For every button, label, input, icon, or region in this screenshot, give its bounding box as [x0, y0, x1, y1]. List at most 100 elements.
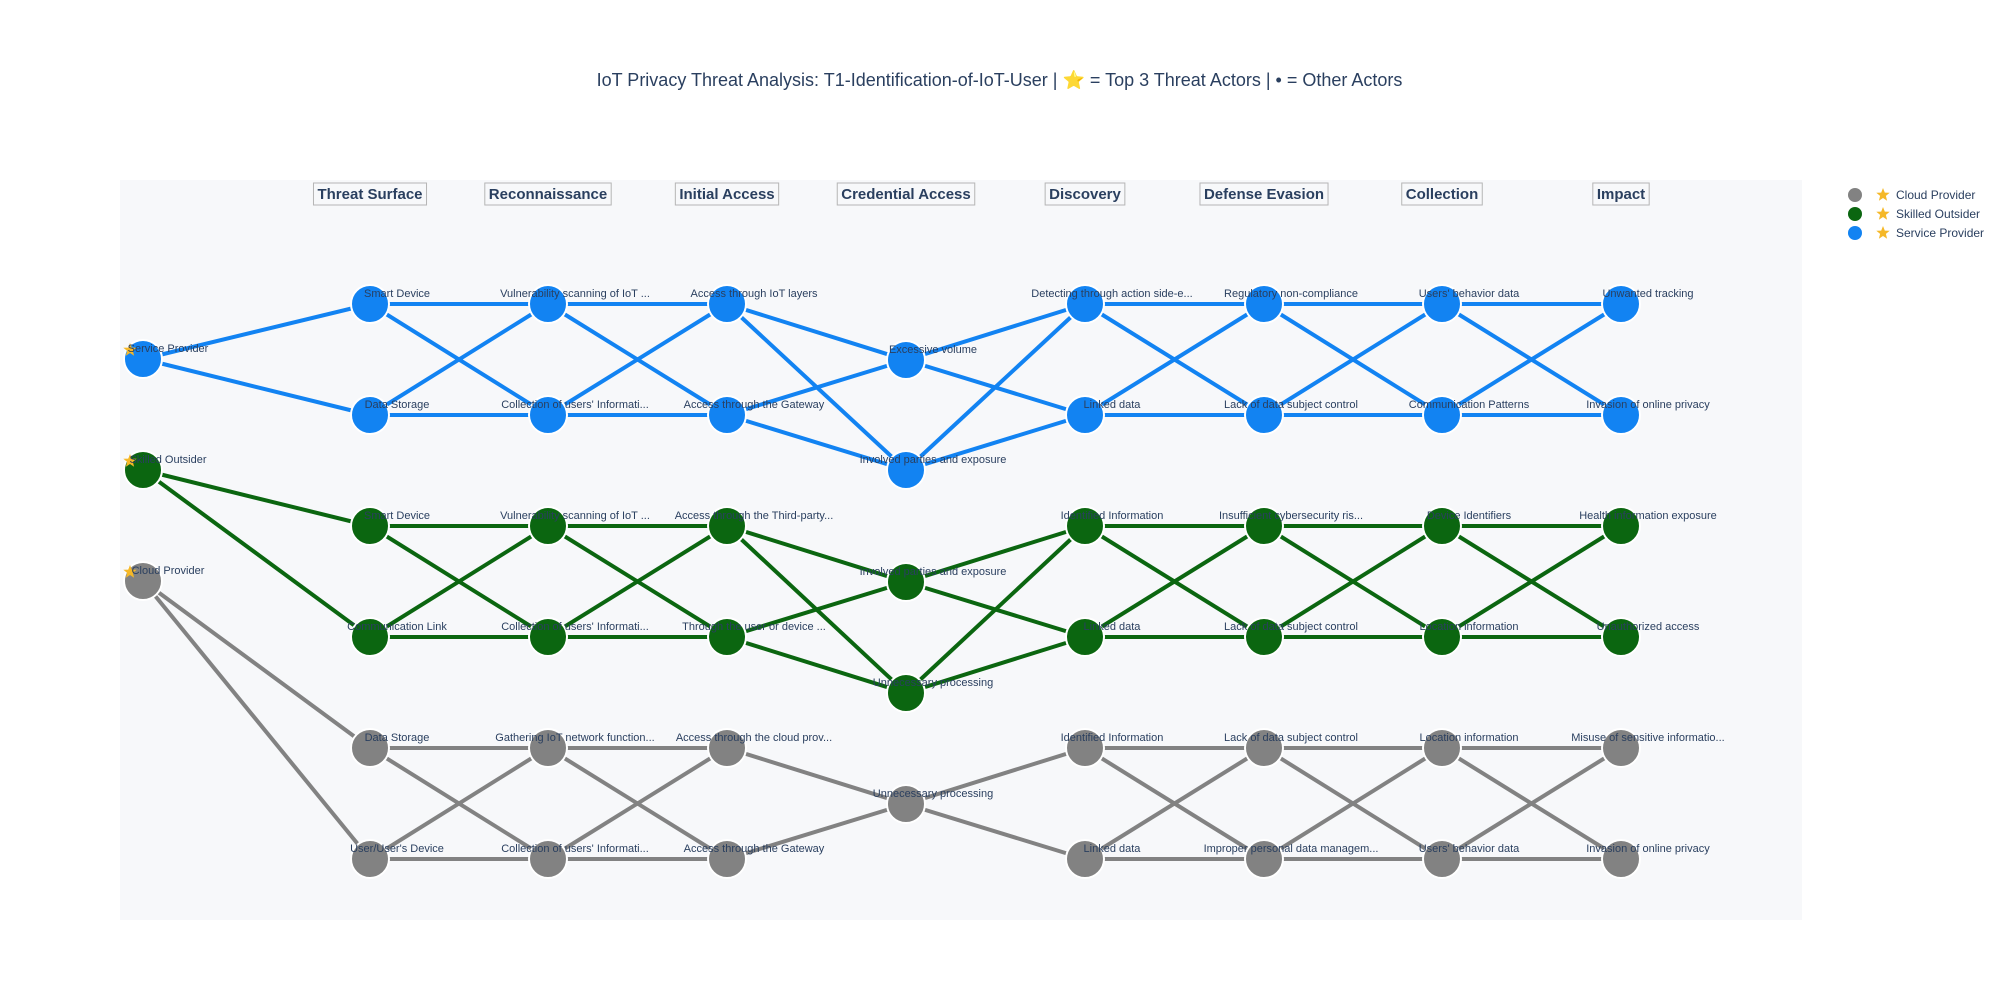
threat-node[interactable]: Unwanted tracking: [1601, 284, 1694, 324]
legend-item-service-provider[interactable]: Service Provider: [1848, 226, 1984, 240]
threat-node-circle[interactable]: [1422, 506, 1462, 546]
threat-node[interactable]: Communication Patterns: [1409, 395, 1530, 435]
threat-node[interactable]: Invasion of online privacy: [1586, 839, 1710, 879]
threat-node[interactable]: Misuse of sensitive informatio...: [1571, 728, 1725, 768]
threat-node[interactable]: Access through the Gateway: [684, 839, 825, 879]
threat-node[interactable]: Identified Information: [1061, 728, 1164, 768]
threat-node-circle[interactable]: [707, 728, 747, 768]
threat-node[interactable]: Linked data: [1065, 617, 1141, 657]
actor-node-skilled-outsider[interactable]: Skilled Outsider: [123, 450, 207, 490]
actor-node-service-provider[interactable]: Service Provider: [123, 339, 209, 379]
threat-node[interactable]: Vulnerability scanning of IoT ...: [500, 284, 650, 324]
threat-node[interactable]: Location information: [1419, 728, 1519, 768]
threat-node[interactable]: Lack of data subject control: [1224, 728, 1358, 768]
threat-node-circle[interactable]: [707, 284, 747, 324]
threat-node-circle[interactable]: [886, 784, 926, 824]
threat-node-circle[interactable]: [350, 395, 390, 435]
threat-node[interactable]: Identified Information: [1061, 506, 1164, 546]
threat-node-circle[interactable]: [1244, 284, 1284, 324]
threat-node-circle[interactable]: [707, 506, 747, 546]
threat-node[interactable]: Unnecessary processing: [873, 673, 993, 713]
actor-node-cloud-provider[interactable]: Cloud Provider: [123, 561, 205, 601]
threat-node-circle[interactable]: [1244, 395, 1284, 435]
threat-node-circle[interactable]: [1244, 506, 1284, 546]
threat-node[interactable]: User/User's Device: [350, 839, 444, 879]
threat-node-circle[interactable]: [1422, 728, 1462, 768]
threat-node-circle[interactable]: [1601, 395, 1641, 435]
threat-node[interactable]: Device Identifiers: [1422, 506, 1512, 546]
threat-node-circle[interactable]: [886, 673, 926, 713]
threat-node[interactable]: Regulatory non-compliance: [1224, 284, 1358, 324]
threat-node[interactable]: Gathering IoT network function...: [495, 728, 655, 768]
threat-node-circle[interactable]: [1422, 839, 1462, 879]
threat-node-circle[interactable]: [886, 340, 926, 380]
threat-node[interactable]: Collection of users' Informati...: [501, 395, 649, 435]
threat-node[interactable]: Detecting through action side-e...: [1031, 284, 1193, 324]
threat-node-circle[interactable]: [1065, 395, 1105, 435]
legend-item-cloud-provider[interactable]: Cloud Provider: [1848, 188, 1975, 202]
threat-node-circle[interactable]: [1065, 506, 1105, 546]
threat-node-circle[interactable]: [350, 284, 390, 324]
threat-node[interactable]: Users' behavior data: [1419, 839, 1520, 879]
threat-node[interactable]: Location information: [1419, 617, 1519, 657]
threat-node[interactable]: Lack of data subject control: [1224, 395, 1358, 435]
threat-node[interactable]: Invasion of online privacy: [1586, 395, 1710, 435]
threat-node-circle[interactable]: [1244, 839, 1284, 879]
threat-node[interactable]: Through the user or device ...: [682, 617, 826, 657]
threat-node-circle[interactable]: [1244, 617, 1284, 657]
threat-node[interactable]: Data Storage: [350, 728, 429, 768]
threat-node-circle[interactable]: [528, 728, 568, 768]
threat-node[interactable]: Linked data: [1065, 839, 1141, 879]
threat-node-circle[interactable]: [707, 617, 747, 657]
threat-node[interactable]: Data Storage: [350, 395, 429, 435]
threat-node-circle[interactable]: [1601, 839, 1641, 879]
threat-node-circle[interactable]: [1422, 395, 1462, 435]
threat-node-circle[interactable]: [350, 839, 390, 879]
threat-node[interactable]: Smart Device: [350, 506, 430, 546]
threat-node-circle[interactable]: [1065, 617, 1105, 657]
threat-node[interactable]: Excessive volume: [886, 340, 977, 380]
threat-node-circle[interactable]: [886, 562, 926, 602]
threat-node[interactable]: Lack of data subject control: [1224, 617, 1358, 657]
threat-node-circle[interactable]: [528, 284, 568, 324]
threat-node-circle[interactable]: [350, 617, 390, 657]
threat-node[interactable]: Insufficient cybersecurity ris...: [1219, 506, 1363, 546]
threat-node-circle[interactable]: [1601, 506, 1641, 546]
threat-node[interactable]: Collection of users' Informati...: [501, 617, 649, 657]
threat-node[interactable]: Linked data: [1065, 395, 1141, 435]
threat-node-circle[interactable]: [886, 450, 926, 490]
threat-node[interactable]: Access through the cloud prov...: [676, 728, 832, 768]
threat-node[interactable]: Vulnerability scanning of IoT ...: [500, 506, 650, 546]
threat-node-circle[interactable]: [528, 506, 568, 546]
threat-node[interactable]: Communication Link: [347, 617, 447, 657]
threat-node[interactable]: Collection of users' Informati...: [501, 839, 649, 879]
threat-node[interactable]: Improper personal data managem...: [1204, 839, 1379, 879]
legend-item-skilled-outsider[interactable]: Skilled Outsider: [1848, 207, 1980, 221]
threat-node-circle[interactable]: [1065, 839, 1105, 879]
threat-node-circle[interactable]: [1422, 617, 1462, 657]
threat-node-circle[interactable]: [1065, 284, 1105, 324]
threat-node-circle[interactable]: [707, 839, 747, 879]
threat-node-circle[interactable]: [707, 395, 747, 435]
threat-node-circle[interactable]: [1601, 617, 1641, 657]
threat-node[interactable]: Unauthorized access: [1597, 617, 1700, 657]
threat-node-circle[interactable]: [350, 506, 390, 546]
threat-node[interactable]: Smart Device: [350, 284, 430, 324]
threat-node-circle[interactable]: [1422, 284, 1462, 324]
threat-node[interactable]: Health information exposure: [1579, 506, 1717, 546]
threat-node-circle[interactable]: [1244, 728, 1284, 768]
threat-node[interactable]: Access through the Gateway: [684, 395, 825, 435]
threat-node-circle[interactable]: [528, 839, 568, 879]
threat-node[interactable]: Users' behavior data: [1419, 284, 1520, 324]
threat-node-circle[interactable]: [350, 728, 390, 768]
threat-node-circle[interactable]: [1065, 728, 1105, 768]
threat-node[interactable]: Access through IoT layers: [691, 284, 818, 324]
threat-node-circle[interactable]: [1601, 284, 1641, 324]
threat-node[interactable]: Involved parties and exposure: [860, 562, 1007, 602]
threat-node-circle[interactable]: [528, 395, 568, 435]
threat-node[interactable]: Unnecessary processing: [873, 784, 993, 824]
threat-node[interactable]: Access through the Third-party...: [675, 506, 834, 546]
threat-node-circle[interactable]: [1601, 728, 1641, 768]
threat-node[interactable]: Involved parties and exposure: [860, 450, 1007, 490]
threat-node-circle[interactable]: [528, 617, 568, 657]
